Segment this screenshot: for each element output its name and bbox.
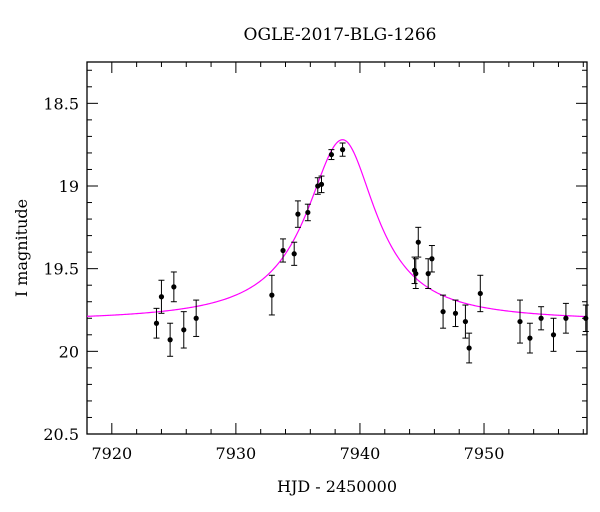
- point-marker: [181, 327, 187, 333]
- x-tick-label: 7930: [216, 444, 257, 463]
- data-point: [440, 294, 447, 329]
- point-marker: [583, 315, 589, 321]
- data-point: [304, 203, 311, 222]
- point-marker: [413, 271, 419, 277]
- point-marker: [291, 251, 297, 257]
- tick-labels: 7920 7930 7940 7950 18.5 19 19.5 20 20.5: [43, 94, 504, 463]
- data-point: [425, 258, 432, 290]
- point-marker: [280, 247, 286, 254]
- point-marker: [527, 335, 533, 341]
- data-point: [280, 238, 287, 263]
- data-point: [268, 274, 275, 316]
- plot-frame: [86, 61, 588, 435]
- data-point: [328, 149, 335, 161]
- point-marker: [269, 292, 275, 298]
- model-line: [86, 139, 588, 318]
- data-point: [415, 226, 422, 258]
- point-marker: [158, 294, 165, 300]
- data-point: [550, 317, 557, 352]
- x-tick-label: 7940: [340, 444, 381, 463]
- data-point: [193, 299, 200, 337]
- y-tick-label: 18.5: [43, 94, 79, 113]
- point-marker: [295, 211, 301, 217]
- point-marker: [550, 332, 557, 338]
- data-point: [294, 200, 301, 228]
- data-point: [538, 306, 545, 331]
- data-point: [412, 258, 419, 290]
- data-point: [452, 299, 459, 328]
- point-marker: [440, 309, 446, 315]
- data-point: [158, 279, 165, 314]
- data-point: [170, 271, 177, 303]
- data-point: [517, 299, 524, 344]
- point-marker: [339, 147, 346, 153]
- y-tick-label: 19.5: [43, 260, 79, 279]
- point-marker: [477, 290, 483, 297]
- y-tick-label: 20: [59, 342, 79, 361]
- axis-ticks: [86, 62, 587, 435]
- data-point: [180, 311, 187, 349]
- data-point: [167, 322, 174, 357]
- y-axis-label: I magnitude: [12, 199, 31, 297]
- point-marker: [452, 310, 459, 316]
- point-marker: [429, 256, 435, 262]
- data-point: [466, 332, 473, 364]
- data-point: [153, 307, 160, 339]
- data-point: [562, 302, 569, 334]
- data-point: [526, 322, 533, 354]
- point-marker: [318, 181, 325, 187]
- point-marker: [328, 151, 335, 158]
- y-tick-label: 19: [59, 177, 79, 196]
- data-point: [428, 245, 435, 273]
- x-axis-label: HJD - 2450000: [277, 477, 397, 496]
- data-point: [477, 274, 484, 313]
- model-curve: [86, 139, 588, 318]
- point-marker: [305, 209, 311, 216]
- point-marker: [538, 315, 544, 321]
- point-marker: [167, 337, 173, 343]
- point-marker: [563, 315, 569, 321]
- data-point: [291, 241, 298, 266]
- point-marker: [171, 284, 177, 290]
- y-tick-label: 20.5: [43, 425, 79, 444]
- point-marker: [517, 318, 523, 325]
- data-point: [339, 142, 346, 157]
- data-point: [318, 175, 325, 194]
- x-tick-label: 7950: [464, 444, 505, 463]
- data-points: [153, 142, 589, 364]
- point-marker: [415, 239, 421, 245]
- x-tick-label: 7920: [91, 444, 132, 463]
- point-marker: [193, 315, 199, 321]
- data-point: [462, 304, 469, 339]
- point-marker: [153, 320, 160, 326]
- data-point: [582, 304, 589, 332]
- chart-title: OGLE-2017-BLG-1266: [244, 25, 437, 45]
- point-marker: [466, 345, 472, 351]
- point-marker: [462, 318, 469, 325]
